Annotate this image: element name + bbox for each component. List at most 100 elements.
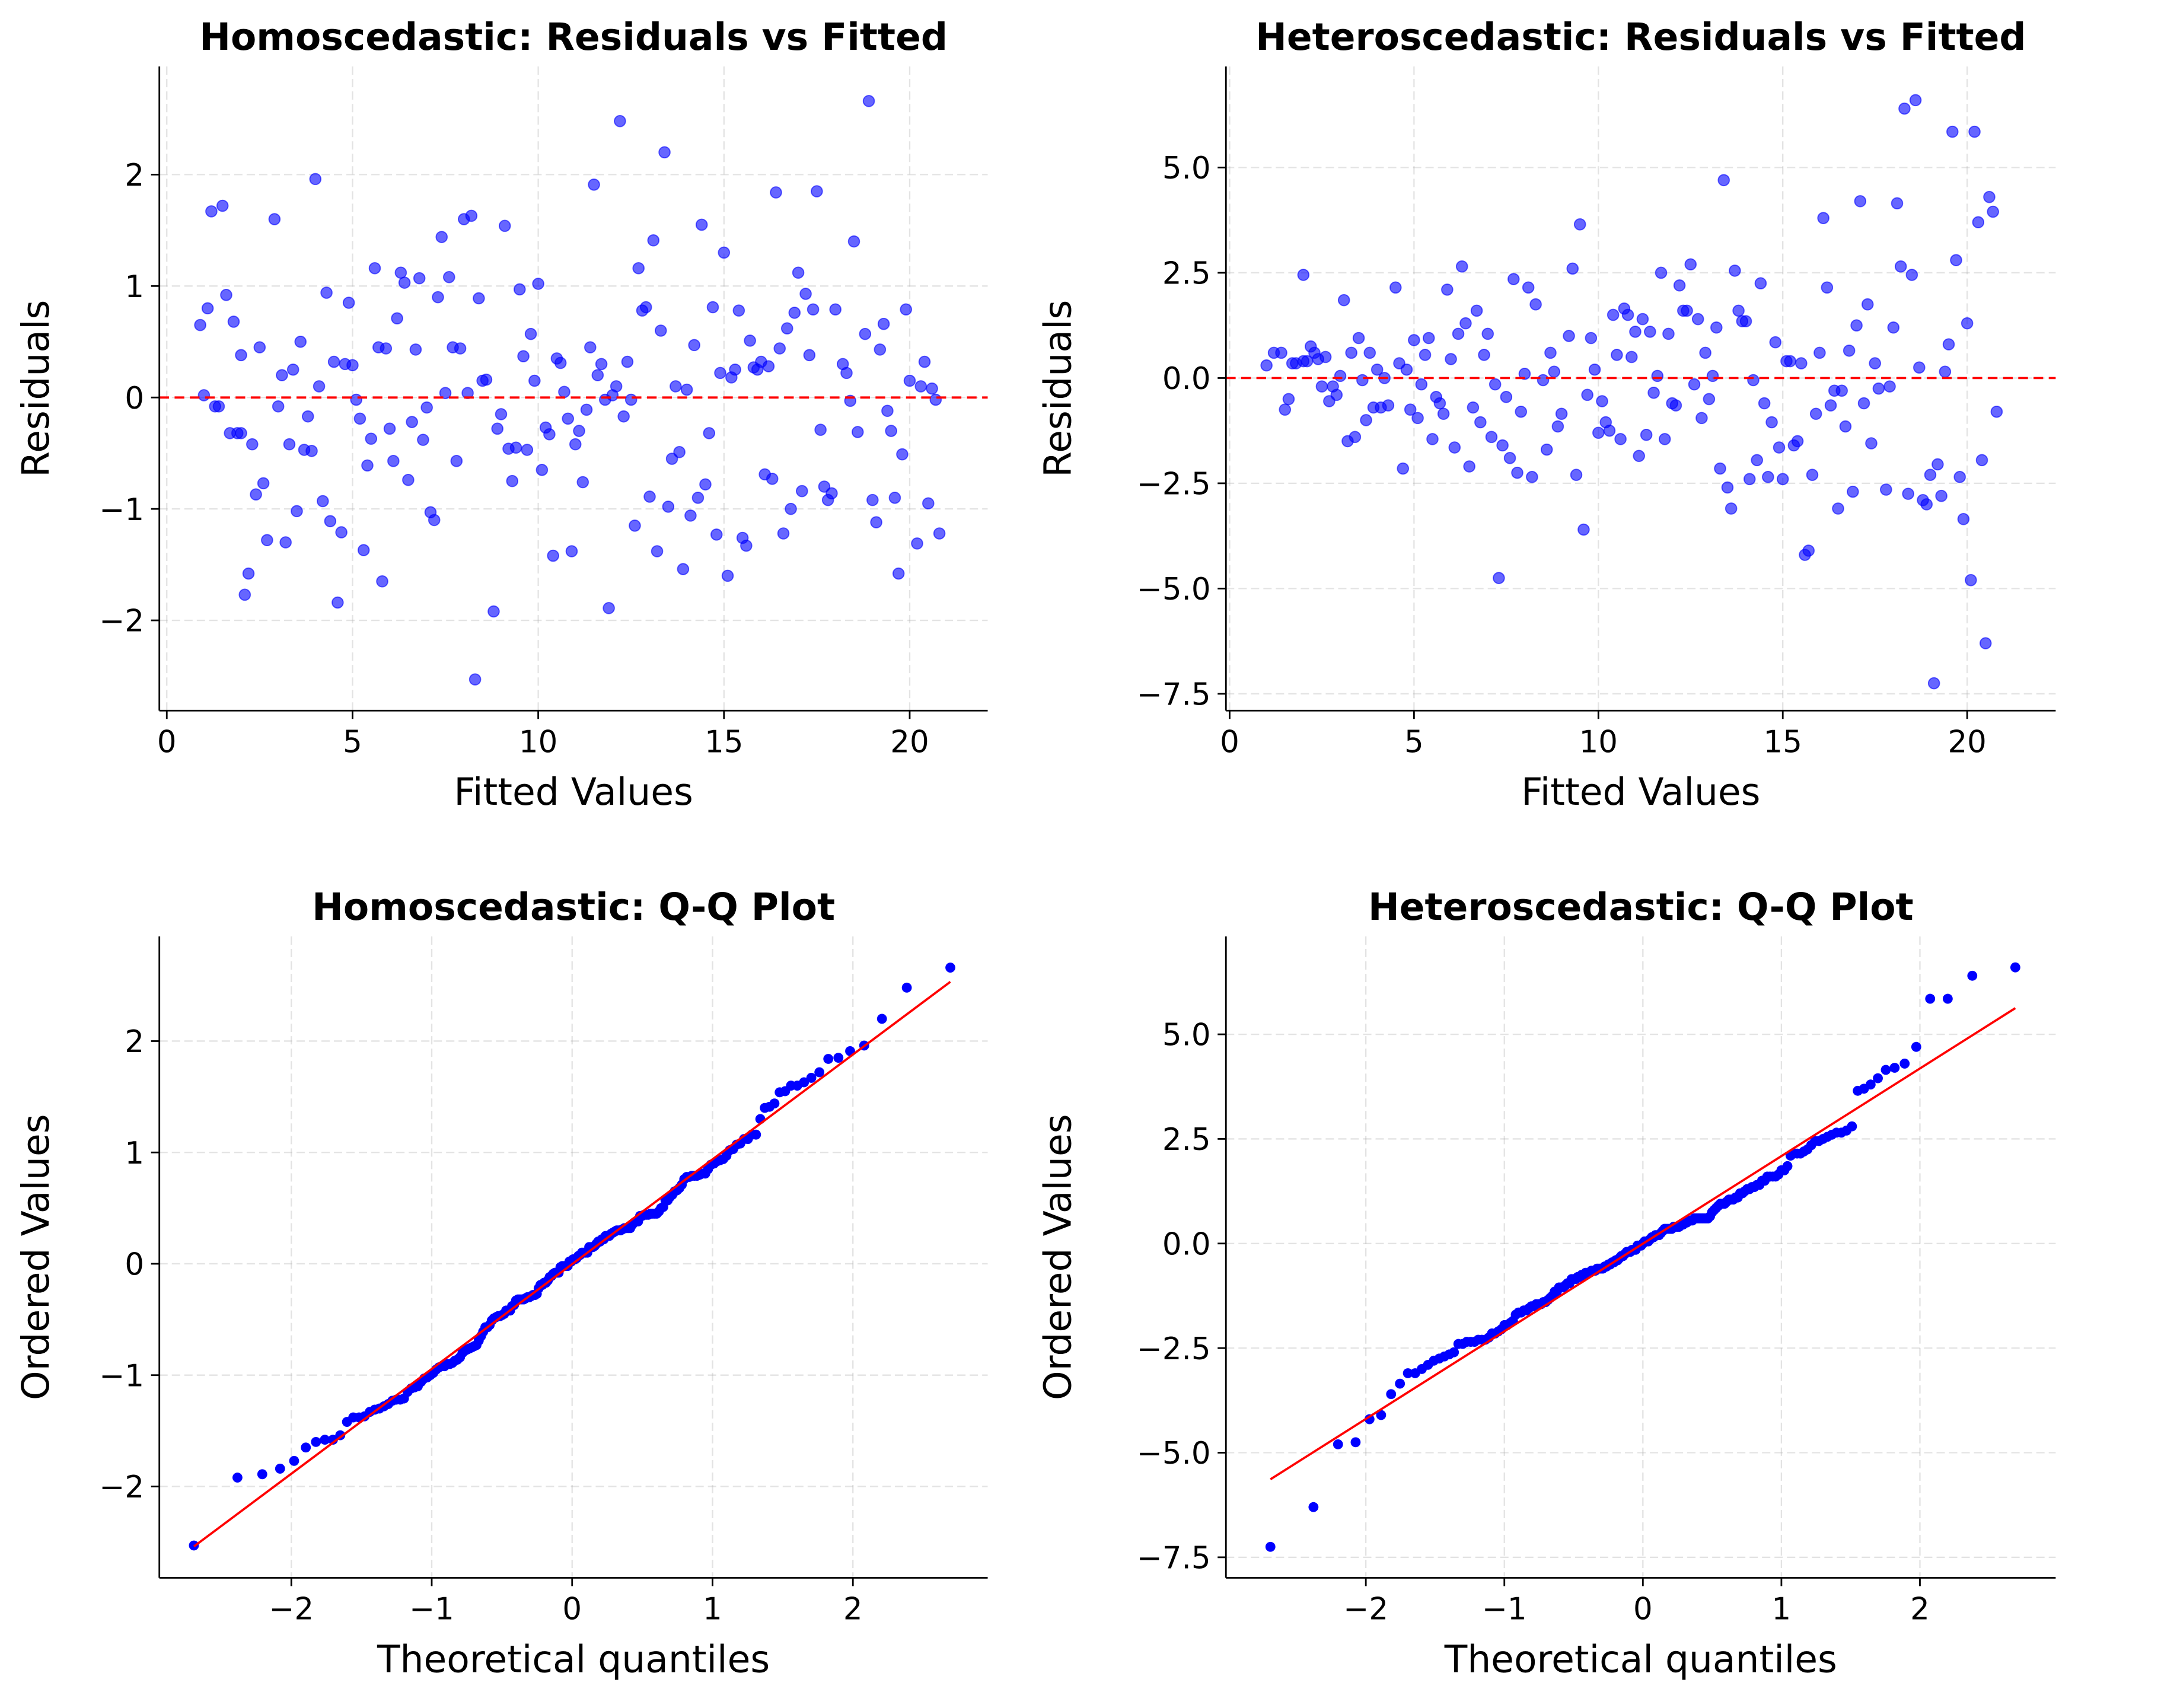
residual-point: [498, 219, 511, 232]
x-tick-label: 0: [1220, 724, 1239, 760]
residual-point: [1474, 416, 1487, 429]
x-tick-label: 15: [705, 724, 743, 760]
residual-point: [235, 349, 247, 362]
residual-point: [1695, 412, 1708, 425]
qq-point: [1967, 970, 1978, 981]
residual-point: [866, 493, 879, 506]
qq-point: [1911, 1041, 1921, 1052]
residual-point: [1404, 403, 1417, 416]
residual-point: [911, 537, 923, 550]
residual-point: [1662, 327, 1675, 340]
y-tick-label: 0: [125, 381, 144, 416]
qq-point: [806, 1073, 817, 1083]
residual-point: [1765, 416, 1778, 429]
residual-point: [610, 380, 623, 393]
residual-point: [877, 317, 890, 330]
residual-point: [1835, 384, 1848, 397]
residual-point: [1861, 298, 1874, 311]
qq-point: [2010, 962, 2020, 973]
residual-point: [903, 374, 916, 387]
residual-point: [1345, 346, 1357, 359]
residual-point: [1448, 441, 1461, 454]
x-tick-label: 5: [1404, 724, 1424, 760]
residual-point: [918, 355, 931, 368]
residual-point: [1452, 327, 1465, 340]
residual-point: [892, 567, 905, 580]
residual-point: [491, 422, 503, 435]
qq-point: [945, 963, 955, 973]
residual-point: [528, 374, 541, 387]
residual-point: [1334, 369, 1347, 383]
residual-point: [283, 438, 296, 451]
residual-point: [1315, 380, 1328, 393]
residual-point: [1847, 485, 1859, 498]
residual-point: [439, 387, 452, 399]
qq-point: [327, 1435, 338, 1445]
residual-point: [1522, 281, 1535, 294]
x-tick-label: 10: [1579, 724, 1618, 760]
chart-title: Homoscedastic: Residuals vs Fitted: [199, 15, 948, 59]
residual-point: [257, 477, 270, 490]
residual-point: [1330, 388, 1343, 401]
residual-point: [766, 473, 779, 485]
residual-point: [227, 316, 240, 328]
residual-point: [1459, 317, 1472, 330]
subplot-hetero-qq: −2 −1 0 1 2 −7.5 −5.0 −2.5 0.0 2.5 5.0 Theoretical …: [1036, 885, 2056, 1681]
residual-point: [1489, 378, 1502, 391]
residual-point: [1953, 470, 1966, 483]
residual-point: [480, 373, 493, 386]
residual-point: [565, 545, 578, 557]
residual-point: [773, 342, 786, 355]
residual-point: [1445, 353, 1457, 365]
y-tick-label: 5.0: [1162, 1018, 1211, 1053]
residual-point: [1802, 544, 1815, 557]
residual-point: [1585, 332, 1598, 345]
residual-point: [1684, 258, 1697, 271]
residual-point: [1363, 346, 1376, 359]
residual-point: [357, 544, 370, 556]
residual-point: [1990, 405, 2003, 418]
residual-point: [353, 412, 366, 425]
residual-point: [473, 292, 485, 305]
x-tick-label: 15: [1764, 724, 1802, 760]
residual-point: [1927, 677, 1940, 690]
residual-point: [677, 563, 690, 575]
x-tick-label: 5: [343, 724, 362, 760]
qq-point: [1395, 1378, 1405, 1389]
residual-point: [327, 355, 340, 368]
y-tick-label: 0: [125, 1247, 144, 1283]
residual-point: [335, 526, 348, 538]
residual-point: [699, 478, 712, 491]
residual-point: [621, 355, 634, 368]
qq-point: [1942, 993, 1953, 1004]
residual-point: [695, 218, 708, 231]
residual-point: [1891, 197, 1904, 210]
residual-point: [514, 283, 526, 296]
x-tick-label: 0: [1633, 1592, 1653, 1627]
residual-point: [558, 385, 570, 399]
residual-point: [811, 185, 823, 197]
y-tick-label: −7.5: [1137, 1541, 1211, 1576]
y-axis-label: Residuals: [14, 300, 58, 477]
residual-point: [632, 262, 645, 275]
residual-point: [881, 404, 894, 418]
residual-point: [1754, 277, 1767, 289]
residual-point: [840, 367, 853, 380]
residual-point: [1979, 637, 1992, 649]
residual-point: [1419, 349, 1432, 361]
residual-point: [680, 383, 693, 396]
qq-point: [751, 1129, 761, 1140]
qq-point: [823, 1054, 834, 1064]
residual-point: [803, 349, 816, 362]
x-tick-label: 0: [157, 724, 177, 760]
residual-point: [1706, 369, 1719, 383]
residual-point: [1370, 363, 1384, 376]
residual-point: [235, 427, 247, 439]
residual-point: [1455, 260, 1468, 273]
x-tick-label: 10: [519, 724, 557, 760]
residual-point: [201, 302, 214, 315]
residual-point: [914, 380, 927, 393]
residual-point: [1441, 283, 1454, 296]
residual-point: [1566, 262, 1579, 275]
